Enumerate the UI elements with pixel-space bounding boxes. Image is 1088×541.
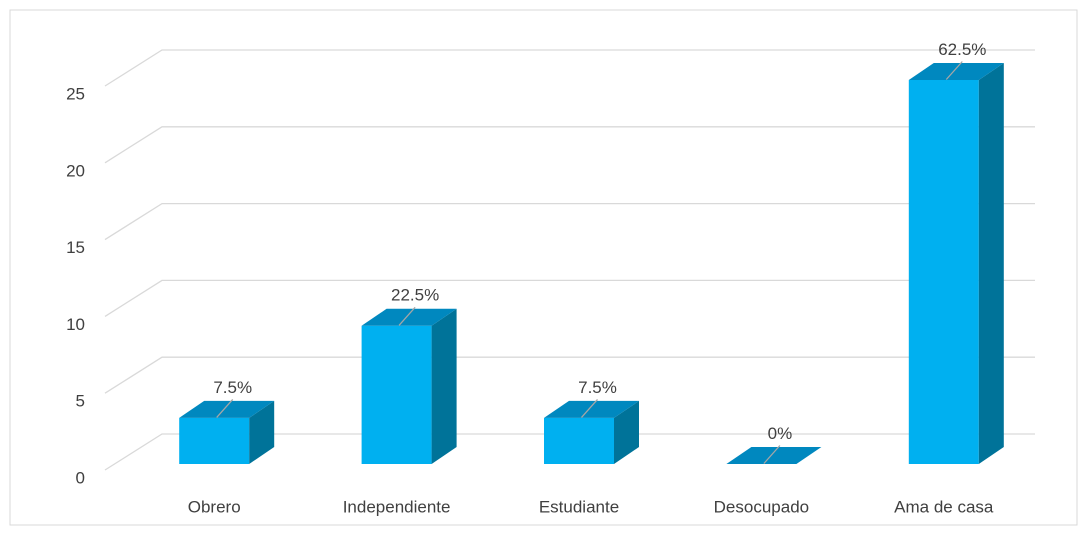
bar-front <box>179 417 250 464</box>
bar-side <box>431 308 457 464</box>
x-tick-label: Ama de casa <box>894 497 994 516</box>
grid-line <box>104 279 1035 317</box>
grid-line <box>104 49 1035 87</box>
bar-side <box>978 63 1004 464</box>
bar-top <box>908 63 1004 80</box>
grid-line <box>104 356 1035 394</box>
label-leader <box>945 61 963 80</box>
bar-side <box>614 400 639 464</box>
bar-top <box>726 447 822 464</box>
bar-top <box>544 400 639 418</box>
bar-front <box>908 80 979 464</box>
data-label: 0% <box>768 424 793 443</box>
label-leader <box>763 445 781 464</box>
bar <box>361 308 457 464</box>
y-tick-label: 10 <box>66 315 85 334</box>
y-tick-label: 25 <box>66 84 85 103</box>
grid-line <box>104 433 1035 471</box>
grid-line <box>104 202 1035 241</box>
bar-front <box>544 417 614 464</box>
label-leader <box>581 398 598 418</box>
bar <box>726 447 822 464</box>
y-tick-label: 5 <box>76 392 85 411</box>
y-tick-label: 20 <box>66 161 85 180</box>
data-label: 7.5% <box>213 378 252 397</box>
grid-line <box>104 126 1035 164</box>
x-tick-label: Independiente <box>343 497 451 516</box>
x-tick-label: Desocupado <box>714 497 809 516</box>
bar-top <box>361 308 457 326</box>
bar <box>179 400 275 464</box>
label-leader <box>216 398 234 418</box>
data-label: 62.5% <box>938 40 986 59</box>
x-tick-label: Estudiante <box>539 497 619 516</box>
data-label: 7.5% <box>578 378 617 397</box>
bar <box>544 400 639 464</box>
x-tick-label: Obrero <box>188 497 241 516</box>
bar-front <box>361 325 432 464</box>
label-leader <box>398 306 416 326</box>
y-tick-label: 15 <box>66 238 85 257</box>
bar <box>908 63 1004 464</box>
y-tick-label: 0 <box>76 468 85 487</box>
data-label: 22.5% <box>391 286 439 305</box>
bar-side <box>249 400 275 464</box>
bar-top <box>179 400 275 418</box>
